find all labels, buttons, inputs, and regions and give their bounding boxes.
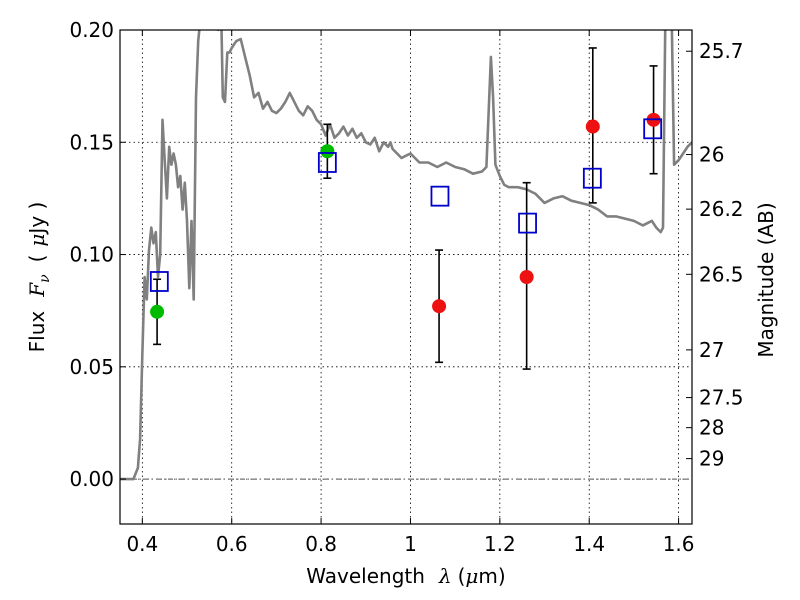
x-tick-label: 0.6: [216, 532, 248, 556]
x-axis-label: Wavelength λ (μm): [306, 564, 505, 588]
y2-tick-label: 26: [699, 143, 724, 167]
tick-labels: 0.4 0.6 0.8 1 1.2 1.4 1.6 0.00 0.05 0.10 0.15 0.20 2…: [69, 18, 743, 556]
y2-axis-label: Magnitude (AB): [754, 202, 778, 357]
data-point: [519, 270, 534, 284]
x-tick-label: 1.2: [484, 532, 516, 556]
y-tick-label: 0.05: [69, 355, 114, 379]
model-photometry-square: [149, 271, 169, 292]
x-tick-label: 1.4: [573, 532, 605, 556]
y-axis-label: FluxFν(μJy ): [25, 202, 53, 353]
y2-tick-label: 28: [699, 416, 724, 440]
plot-frame: [119, 29, 693, 525]
model-photometry-square: [582, 167, 602, 189]
model-photometry-square: [430, 185, 450, 207]
model-photometry-square: [643, 118, 663, 140]
x-tick-label: 0.8: [305, 532, 337, 556]
y2-tick-label: 25.7: [699, 39, 744, 63]
y-tick-label: 0.00: [69, 467, 114, 491]
y2-tick-label: 26.5: [699, 262, 744, 286]
data-points-layer: [149, 47, 663, 370]
y2-tick-label: 29: [699, 447, 724, 471]
data-point: [432, 299, 447, 314]
y-tick-label: 0.10: [69, 243, 114, 267]
data-point: [585, 119, 600, 134]
x-tick-label: 1.6: [663, 532, 695, 556]
y2-tick-label: 27.5: [699, 386, 744, 410]
y2-tick-label: 27: [699, 338, 724, 362]
x-tick-label: 1: [404, 532, 417, 556]
grid-lines: [120, 29, 692, 524]
data-point: [150, 304, 165, 319]
axis-ticks: [120, 29, 692, 524]
x-tick-label: 0.4: [126, 532, 158, 556]
data-point: [320, 144, 335, 159]
y-tick-label: 0.15: [69, 130, 114, 154]
y2-tick-label: 26.2: [699, 197, 744, 221]
y-tick-label: 0.20: [69, 18, 114, 42]
model-photometry-square: [518, 212, 537, 234]
model-photometry-square: [317, 152, 337, 173]
